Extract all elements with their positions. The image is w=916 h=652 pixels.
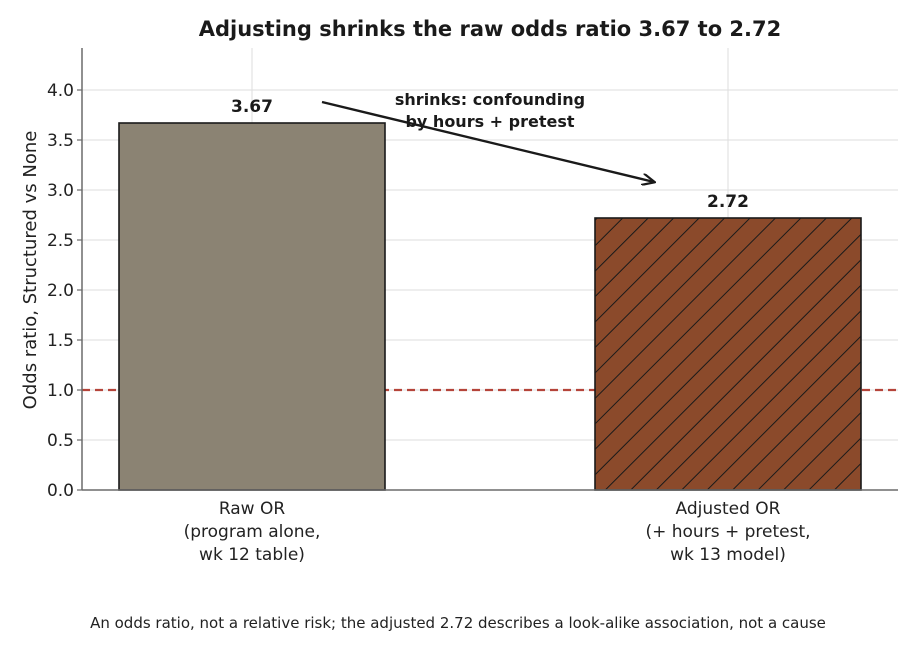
annotation-group: shrinks: confounding by hours + pretest <box>395 90 585 131</box>
chart-title: Adjusting shrinks the raw odds ratio 3.6… <box>199 17 782 41</box>
bar-value-label: 2.72 <box>707 192 749 212</box>
y-ticks-group: 0.0 0.5 1.0 1.5 2.0 2.5 3.0 3.5 4.0 <box>47 81 82 501</box>
y-tick-label: 0.0 <box>47 481 74 501</box>
y-tick-label: 1.0 <box>47 381 74 401</box>
y-tick-label: 3.0 <box>47 181 74 201</box>
y-tick-label: 4.0 <box>47 81 74 101</box>
y-tick-label: 2.5 <box>47 231 74 251</box>
category-label: Adjusted OR (+ hours + pretest, wk 13 mode… <box>645 499 810 565</box>
category-label: Raw OR (program alone, wk 12 table) <box>184 499 321 565</box>
y-tick-label: 2.0 <box>47 281 74 301</box>
chart-caption: An odds ratio, not a relative risk; the … <box>90 614 826 632</box>
bar-adjusted-or <box>594 217 862 491</box>
y-axis-label: Odds ratio, Structured vs None <box>20 131 41 410</box>
value-labels-group: 3.67 2.72 <box>231 97 749 212</box>
annotation-arrow <box>321 100 654 182</box>
y-tick-label: 0.5 <box>47 431 74 451</box>
axes-group <box>81 48 898 491</box>
y-tick-label: 1.5 <box>47 331 74 351</box>
y-tick-label: 3.5 <box>47 131 74 151</box>
category-labels-group: Raw OR (program alone, wk 12 table) Adjuste… <box>184 499 811 565</box>
bars-group <box>118 122 862 491</box>
bar-raw-or <box>118 122 386 491</box>
bar-value-label: 3.67 <box>231 97 273 117</box>
annotation-text: shrinks: confounding by hours + pretest <box>395 90 585 131</box>
